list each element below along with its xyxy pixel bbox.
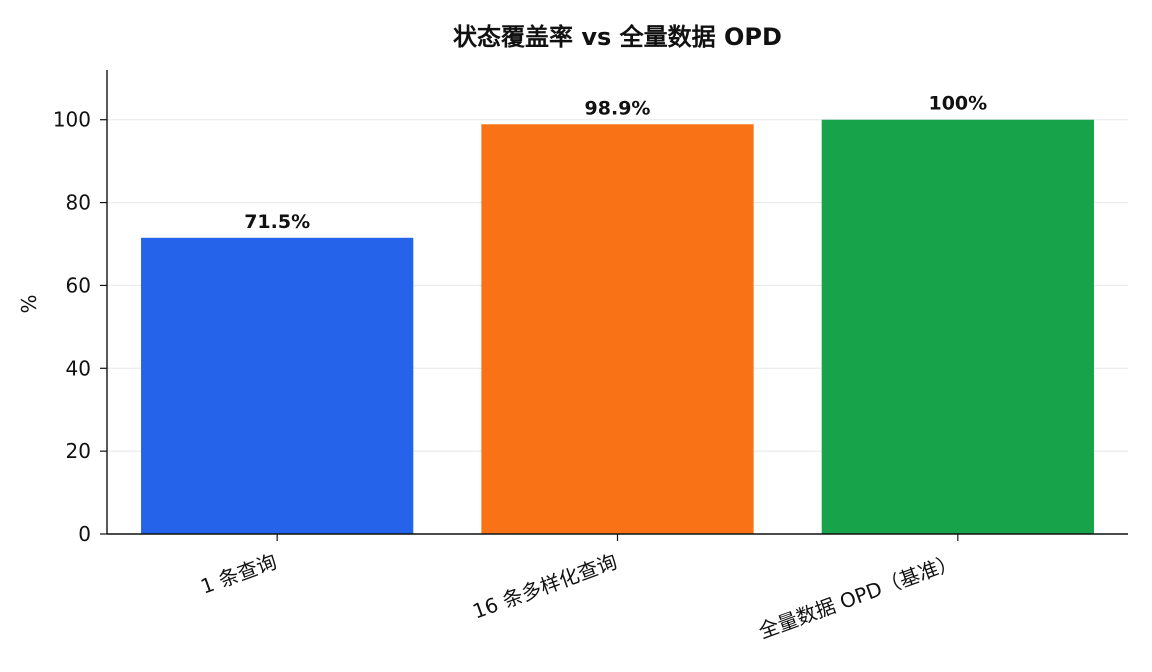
bar-2 [481,124,754,535]
data-labels: 71.5% 98.9% 100% [244,93,987,233]
bar-data-label-1: 71.5% [244,211,310,233]
axes [100,70,1128,541]
bar-data-label-3: 100% [928,93,987,115]
bar-1 [141,237,414,535]
y-tick-label-80: 80 [66,191,91,215]
y-tick-label-60: 60 [66,273,91,297]
y-tick-label-0: 0 [78,522,91,546]
bar-data-label-2: 98.9% [585,97,651,119]
y-axis-label: % [17,294,41,313]
y-tick-label-20: 20 [66,439,91,463]
x-tick-label-2: 16 条多样化查询 [469,549,620,623]
x-tick-label-3: 全量数据 OPD（基准） [755,549,960,643]
y-tick-label-40: 40 [66,356,91,380]
y-tick-label-100: 100 [53,108,91,132]
chart-title: 状态覆盖率 vs 全量数据 OPD [453,23,782,51]
bar-3 [821,119,1094,534]
x-tick-label-1: 1 条查询 [197,549,280,599]
bar-series [141,119,1094,535]
